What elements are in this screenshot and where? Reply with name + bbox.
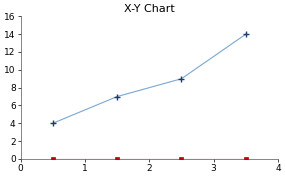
Title: X-Y Chart: X-Y Chart [124,4,175,14]
